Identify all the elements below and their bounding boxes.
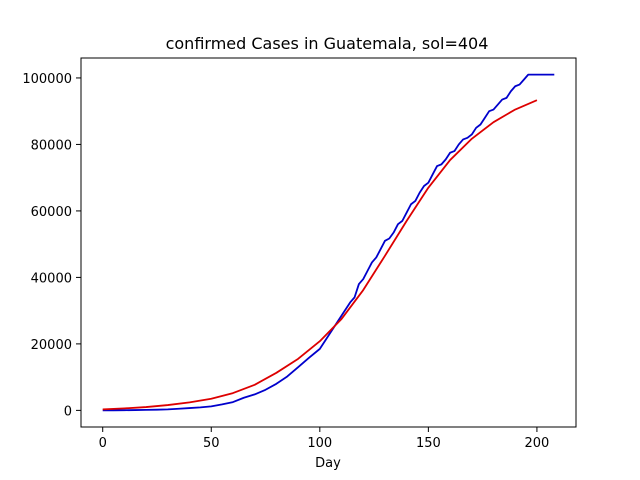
x-tick-label: 0 [99,436,107,451]
y-tick-label: 20000 [31,338,72,353]
y-tick-label: 0 [64,404,72,419]
x-tick-label: 200 [525,436,550,451]
x-tick-label: 100 [307,436,332,451]
chart-title: confirmed Cases in Guatemala, sol=404 [166,34,489,53]
x-tick-label: 50 [203,436,220,451]
y-tick-label: 60000 [31,205,72,220]
plot-frame [80,57,577,428]
x-tick-label: 150 [416,436,441,451]
series-line-1 [102,99,538,411]
y-tick-label: 40000 [31,271,72,286]
y-tick-label: 80000 [31,138,72,153]
x-axis: 0 50 100 150 200 [99,427,550,451]
x-axis-label: Day [315,456,341,471]
y-axis: 0 20000 40000 60000 80000 100000 [22,72,81,419]
y-tick-label: 100000 [22,72,72,87]
plot-lines [102,73,555,412]
series-line-0 [102,73,555,412]
